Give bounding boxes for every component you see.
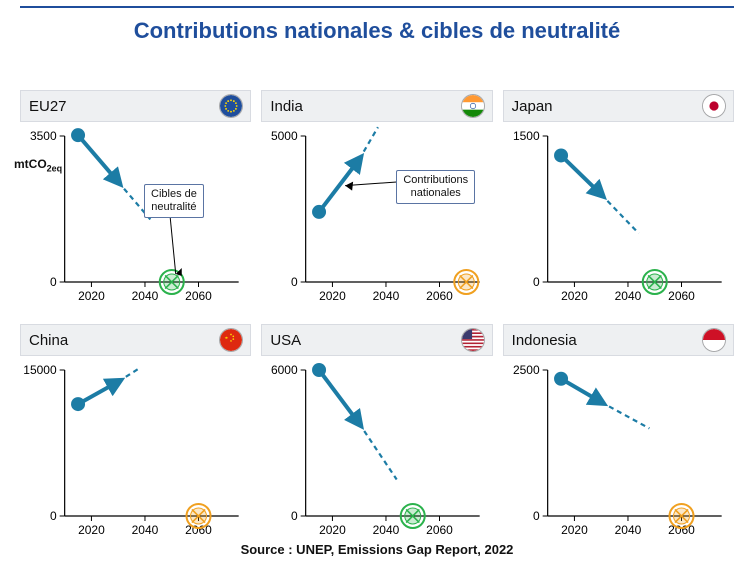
svg-text:2060: 2060 [668, 523, 695, 537]
chart-eu27: 03500202020402060 Cibles deneutralitémtC… [20, 122, 251, 310]
svg-text:2060: 2060 [426, 289, 453, 303]
callout-line: Contributions [403, 174, 468, 186]
svg-text:0: 0 [291, 509, 298, 523]
panel-eu27: EU27 0 3500 2020 2040 2060 Cibles deneutralit… [20, 90, 251, 310]
y-axis-unit: mtCO2eq [14, 157, 62, 173]
svg-text:2020: 2020 [319, 523, 346, 537]
callout-contributions: Contributionsnationales [396, 170, 475, 204]
flag-eu-icon [220, 95, 242, 117]
chart-india: 0 5000 2020 2040 2060 Contributionsnationale… [261, 122, 492, 310]
panel-label: Japan [512, 98, 553, 115]
svg-text:2040: 2040 [132, 523, 159, 537]
panel-usa: USA 0 6000 2020 2040 2060 [261, 324, 492, 544]
svg-text:2040: 2040 [132, 289, 159, 303]
panel-header-china: China [20, 324, 251, 356]
callout-line: Cibles de [151, 188, 197, 200]
panel-indonesia: Indonesia 0 2500 2020 2040 2060 [503, 324, 734, 544]
panel-label: India [270, 98, 303, 115]
svg-text:3500: 3500 [30, 129, 57, 143]
svg-text:0: 0 [50, 509, 57, 523]
panel-header-indonesia: Indonesia [503, 324, 734, 356]
svg-text:2040: 2040 [614, 289, 641, 303]
panel-header-japan: Japan [503, 90, 734, 122]
svg-text:0: 0 [291, 275, 298, 289]
svg-text:2040: 2040 [614, 523, 641, 537]
panel-japan: Japan 0 1500 2020 2040 2060 [503, 90, 734, 310]
flag-jp-icon [703, 95, 725, 117]
callout-line: neutralité [151, 201, 196, 213]
chart-grid: EU27 0 3500 2020 2040 2060 Cibles deneutralit… [20, 90, 734, 544]
svg-text:2040: 2040 [373, 523, 400, 537]
callout-neutrality: Cibles deneutralité [144, 184, 204, 218]
svg-text:2020: 2020 [561, 289, 588, 303]
svg-text:2020: 2020 [78, 289, 105, 303]
panel-label: Indonesia [512, 332, 577, 349]
chart-japan: 0 1500 2020 2040 2060 [503, 122, 734, 310]
svg-text:2060: 2060 [185, 523, 212, 537]
chart-usa: 0 6000 2020 2040 2060 [261, 356, 492, 544]
svg-text:2500: 2500 [513, 363, 540, 377]
chart-indonesia: 0 2500 2020 2040 2060 [503, 356, 734, 544]
svg-text:6000: 6000 [271, 363, 298, 377]
svg-text:5000: 5000 [271, 129, 298, 143]
flag-id-icon [703, 329, 725, 351]
panel-header-india: India [261, 90, 492, 122]
panel-label: China [29, 332, 68, 349]
svg-text:0: 0 [533, 509, 540, 523]
panel-china: China 0 15000 2020 2040 2060 [20, 324, 251, 544]
svg-text:2060: 2060 [185, 289, 212, 303]
flag-in-icon [462, 95, 484, 117]
source-label: Source : UNEP, Emissions Gap Report, 202… [0, 542, 754, 557]
svg-text:2020: 2020 [319, 289, 346, 303]
panel-label: USA [270, 332, 301, 349]
svg-text:15000: 15000 [23, 363, 57, 377]
flag-cn-icon [220, 329, 242, 351]
chart-china: 0 15000 2020 2040 2060 [20, 356, 251, 544]
svg-text:2060: 2060 [426, 523, 453, 537]
svg-text:0: 0 [50, 275, 57, 289]
panel-india: India 0 5000 2020 2040 2060 Contributionsnat… [261, 90, 492, 310]
panel-label: EU27 [29, 98, 67, 115]
svg-text:2040: 2040 [373, 289, 400, 303]
svg-text:2020: 2020 [561, 523, 588, 537]
svg-text:1500: 1500 [513, 129, 540, 143]
flag-us-icon [462, 329, 484, 351]
callout-line: nationales [411, 187, 461, 199]
header-rule [20, 6, 734, 8]
svg-text:2060: 2060 [668, 289, 695, 303]
svg-text:2020: 2020 [78, 523, 105, 537]
svg-text:0: 0 [533, 275, 540, 289]
panel-header-usa: USA [261, 324, 492, 356]
page-title: Contributions nationales & cibles de neu… [0, 18, 754, 44]
panel-header-eu27: EU27 [20, 90, 251, 122]
